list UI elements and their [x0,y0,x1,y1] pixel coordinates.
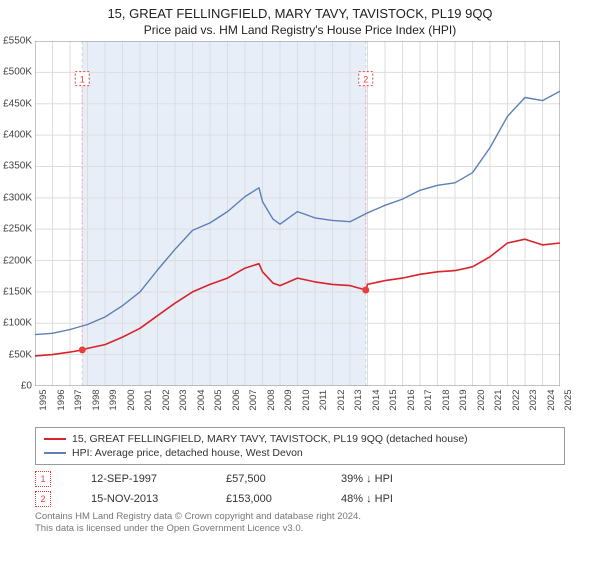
sale-point-price: £153,000 [226,493,301,505]
x-axis-labels: 1995199619971998199920002001200220032004… [35,41,560,386]
legend-item: 15, GREAT FELLINGFIELD, MARY TAVY, TAVIS… [44,432,556,446]
sale-point-price: £57,500 [226,473,301,485]
x-tick-label: 2008 [263,389,277,410]
x-tick-label: 2002 [158,389,172,410]
attribution-text: Contains HM Land Registry data © Crown c… [35,511,565,536]
x-tick-label: 2006 [228,389,242,410]
legend-item: HPI: Average price, detached house, West… [44,446,556,460]
y-tick-label: £500K [3,67,35,78]
sale-point-row: 1 12-SEP-1997 £57,500 39% ↓ HPI [35,469,565,489]
y-tick-label: £50K [9,349,35,360]
x-tick-label: 1996 [53,389,67,410]
y-tick-label: £450K [3,98,35,109]
legend-label: 15, GREAT FELLINGFIELD, MARY TAVY, TAVIS… [72,433,468,445]
sale-point-marker: 1 [35,471,51,487]
x-tick-label: 2007 [245,389,259,410]
x-tick-label: 2011 [315,390,329,410]
sale-point-vs-hpi: 39% ↓ HPI [341,473,393,485]
y-tick-label: £100K [3,318,35,329]
x-tick-label: 2004 [193,389,207,410]
x-tick-label: 2005 [210,389,224,410]
x-tick-label: 2018 [438,389,452,410]
y-tick-label: £400K [3,130,35,141]
sale-point-date: 15-NOV-2013 [91,493,186,505]
y-tick-label: £250K [3,224,35,235]
legend-label: HPI: Average price, detached house, West… [72,447,303,459]
y-tick-label: £300K [3,192,35,203]
chart-area: 12 £0£50K£100K£150K£200K£250K£300K£350K£… [35,41,595,421]
x-tick-label: 2021 [490,389,504,410]
x-tick-label: 2010 [298,389,312,410]
sale-point-vs-hpi: 48% ↓ HPI [341,493,393,505]
legend-swatch [44,438,66,440]
x-tick-label: 2022 [508,389,522,410]
x-tick-label: 2003 [175,389,189,410]
x-tick-label: 2025 [560,389,574,410]
sale-point-date: 12-SEP-1997 [91,473,186,485]
x-tick-label: 2023 [525,389,539,410]
attribution-line-2: This data is licensed under the Open Gov… [35,523,565,535]
x-tick-label: 1999 [105,389,119,410]
y-tick-label: £550K [3,36,35,47]
x-tick-label: 2013 [350,389,364,410]
sale-point-row: 2 15-NOV-2013 £153,000 48% ↓ HPI [35,489,565,509]
x-tick-label: 2019 [455,389,469,410]
x-tick-label: 2017 [420,389,434,410]
x-tick-label: 2012 [333,389,347,410]
attribution-line-1: Contains HM Land Registry data © Crown c… [35,511,565,523]
chart-subtitle: Price paid vs. HM Land Registry's House … [0,23,600,37]
legend: 15, GREAT FELLINGFIELD, MARY TAVY, TAVIS… [35,427,565,465]
x-tick-label: 1997 [70,389,84,410]
x-tick-label: 2020 [473,389,487,410]
chart-title: 15, GREAT FELLINGFIELD, MARY TAVY, TAVIS… [0,6,600,21]
y-tick-label: £0 [21,381,35,392]
chart-container: 15, GREAT FELLINGFIELD, MARY TAVY, TAVIS… [0,6,600,566]
x-tick-label: 1998 [88,389,102,410]
x-tick-label: 1995 [35,389,49,410]
x-tick-label: 2001 [140,389,154,410]
y-tick-label: £200K [3,255,35,266]
y-tick-label: £150K [3,286,35,297]
legend-swatch [44,452,66,454]
x-tick-label: 2000 [123,389,137,410]
x-tick-label: 2015 [385,389,399,410]
x-tick-label: 2024 [543,389,557,410]
sale-point-marker: 2 [35,491,51,507]
y-tick-label: £350K [3,161,35,172]
x-tick-label: 2016 [403,389,417,410]
x-tick-label: 2014 [368,389,382,410]
x-tick-label: 2009 [280,389,294,410]
sale-points-table: 1 12-SEP-1997 £57,500 39% ↓ HPI 2 15-NOV-2013… [35,469,565,509]
